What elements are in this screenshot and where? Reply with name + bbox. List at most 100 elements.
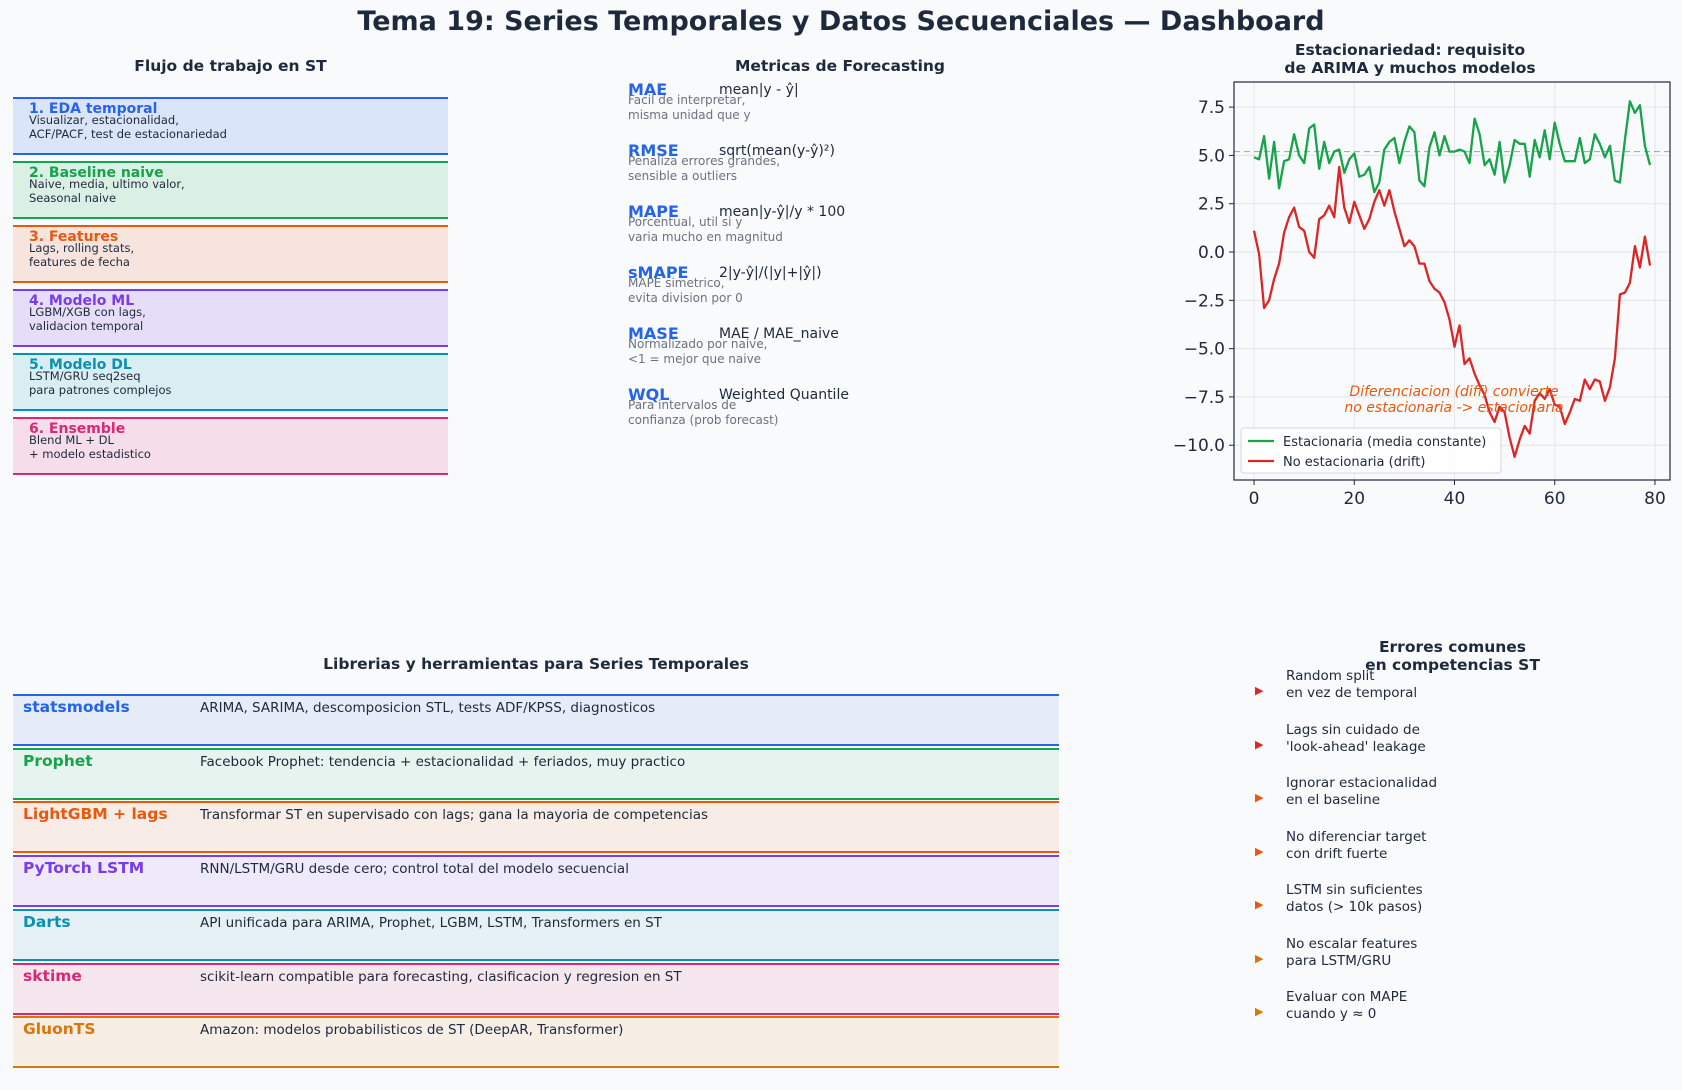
library-name: statsmodels: [23, 698, 130, 716]
error-item: Evaluar con MAPE cuando y ≈ 0: [1286, 989, 1408, 1022]
workflow-step: 2. Baseline naive Naive, media, ultimo va…: [13, 161, 448, 219]
metric-name: MAPE: [628, 202, 679, 221]
library-desc: API unificada para ARIMA, Prophet, LGBM,…: [200, 914, 662, 931]
workflow-step-desc: Naive, media, ultimo valor, Seasonal nai…: [29, 177, 185, 205]
metric-desc: MAPE simetrico, evita division por 0: [628, 276, 743, 305]
metric-desc: Facil de interpretar, misma unidad que y: [628, 93, 751, 122]
library-desc: scikit-learn compatible para forecasting…: [200, 968, 682, 985]
metric-desc: Normalizado por naive, <1 = mejor que na…: [628, 337, 768, 366]
library-row: sktime scikit-learn compatible para forec…: [13, 962, 1059, 1015]
workflow-step: 1. EDA temporal Visualizar, estacionalida…: [13, 97, 448, 155]
plot-area: [1234, 82, 1670, 480]
error-bullet-icon: ▶: [1255, 844, 1264, 858]
workflow-step-desc: Lags, rolling stats, features de fecha: [29, 241, 135, 269]
errors-title: Errores comunes en competencias ST: [1365, 638, 1540, 674]
library-name: LightGBM + lags: [23, 805, 168, 824]
workflow-step: 5. Modelo DL LSTM/GRU seq2seq para patron…: [13, 353, 448, 411]
metric-desc: Penaliza errores grandes, sensible a out…: [628, 154, 781, 183]
workflow-step-title: 4. Modelo ML: [29, 293, 135, 309]
error-item: No diferenciar target con drift fuerte: [1286, 828, 1427, 862]
metric-desc: Para intervalos de confianza (prob forec…: [628, 398, 779, 427]
y-tick-label: 5.0: [1198, 146, 1225, 166]
library-row: LightGBM + lags Transformar ST en supervi…: [13, 801, 1059, 854]
workflow-step-title: 1. EDA temporal: [29, 101, 158, 117]
error-bullet-icon: ▶: [1255, 684, 1264, 697]
x-tick-label: 20: [1343, 489, 1365, 509]
library-desc: RNN/LSTM/GRU desde cero; control total d…: [200, 861, 629, 878]
error-bullet-icon: ▶: [1255, 898, 1264, 911]
library-name: sktime: [23, 966, 82, 985]
error-item: No escalar features para LSTM/GRU: [1286, 935, 1418, 969]
library-row: Prophet Facebook Prophet: tendencia + est…: [13, 747, 1059, 800]
metric-name: MASE: [628, 324, 679, 343]
workflow-step-desc: Blend ML + DL + modelo estadistico: [29, 433, 151, 461]
workflow-step-title: 2. Baseline naive: [29, 165, 164, 181]
library-name: PyTorch LSTM: [23, 859, 145, 878]
y-tick-label: −5.0: [1184, 340, 1225, 360]
metric-name: WQL: [628, 385, 670, 404]
series-line-drift: [1252, 165, 1652, 458]
library-name: Darts: [23, 912, 71, 931]
chart-title: Estacionariedad: requisito de ARIMA y mu…: [1284, 41, 1536, 77]
chart-annotation: no estacionaria -> estacionaria: [1344, 400, 1563, 416]
metric-desc: Porcentual, util si y varia mucho en mag…: [628, 215, 783, 244]
library-name: GluonTS: [23, 1020, 96, 1039]
metric-formula: MAE / MAE_naive: [719, 326, 839, 342]
y-tick-label: 7.5: [1198, 98, 1225, 118]
workflow-step-desc: Visualizar, estacionalidad, ACF/PACF, te…: [29, 113, 227, 141]
metric-formula: Weighted Quantile: [719, 387, 849, 403]
x-tick-label: 80: [1644, 489, 1666, 509]
library-desc: ARIMA, SARIMA, descomposicion STL, tests…: [200, 700, 656, 716]
workflow-step-title: 5. Modelo DL: [29, 357, 132, 373]
library-desc: Facebook Prophet: tendencia + estacional…: [200, 753, 686, 770]
metric-formula: mean|y - ŷ|: [719, 82, 799, 98]
workflow-title: Flujo de trabajo en ST: [134, 57, 327, 75]
legend-label: No estacionaria (drift): [1283, 455, 1425, 470]
chart-annotation: Diferenciacion (diff) convierte: [1349, 384, 1558, 400]
metrics-title: Metricas de Forecasting: [734, 57, 946, 75]
metric-name: sMAPE: [628, 263, 689, 282]
error-item: Ignorar estacionalidad en el baseline: [1286, 775, 1438, 808]
plot-frame: [1233, 81, 1671, 481]
x-tick-label: 60: [1544, 489, 1566, 509]
y-tick-label: −2.5: [1184, 291, 1225, 311]
chart-legend: [1240, 427, 1502, 474]
workflow-step-title: 3. Features: [29, 229, 119, 245]
workflow-step: 3. Features Lags, rolling stats, features…: [13, 225, 448, 283]
metric-name: MAE: [628, 80, 668, 99]
error-bullet-icon: ▶: [1255, 737, 1264, 751]
library-row: Darts API unificada para ARIMA, Prophet, …: [13, 908, 1059, 961]
metric-name: RMSE: [628, 141, 679, 160]
workflow-step: 4. Modelo ML LGBM/XGB con lags, validacio…: [13, 289, 448, 347]
metric-formula: mean|y-ŷ|/y * 100: [719, 204, 846, 220]
x-tick-label: 40: [1444, 489, 1466, 509]
library-desc: Transformar ST en supervisado con lags; …: [200, 807, 709, 824]
workflow-step: 6. Ensemble Blend ML + DL + modelo estadi…: [13, 417, 448, 475]
stationarity-chart: 0 20 40 60 80 7.5 5.0 2.5 0.0 −2.5 −5.0 −7.5 −10.0 Di…: [1173, 81, 1671, 509]
y-tick-label: −10.0: [1173, 436, 1225, 456]
workflow-step-desc: LGBM/XGB con lags, validacion temporal: [29, 305, 146, 333]
series-line-stationary: [1253, 100, 1652, 194]
error-item: Lags sin cuidado de 'look-ahead' leakage: [1286, 721, 1426, 755]
workflow-step-title: 6. Ensemble: [29, 421, 126, 437]
x-tick-label: 0: [1249, 489, 1260, 509]
metric-formula: 2|y-ŷ|/(|y|+|ŷ|): [719, 265, 822, 281]
error-item: LSTM sin suficientes datos (> 10k pasos): [1286, 882, 1423, 915]
error-item: Random split en vez de temporal: [1286, 668, 1418, 701]
library-row: PyTorch LSTM RNN/LSTM/GRU desde cero; con…: [13, 855, 1059, 908]
library-name: Prophet: [23, 751, 93, 770]
y-tick-label: 2.5: [1198, 195, 1225, 215]
error-bullet-icon: ▶: [1255, 951, 1264, 965]
workflow-step-desc: LSTM/GRU seq2seq para patrones complejos: [29, 369, 172, 397]
dashboard-title: Tema 19: Series Temporales y Datos Secue…: [357, 6, 1325, 37]
legend-label: Estacionaria (media constante): [1283, 435, 1486, 450]
libraries-title: Librerias y herramientas para Series Tem…: [323, 655, 749, 673]
y-tick-label: −7.5: [1184, 388, 1225, 408]
error-bullet-icon: ▶: [1255, 1005, 1264, 1018]
library-row: GluonTS Amazon: modelos probabilisticos d…: [13, 1016, 1059, 1069]
y-tick-label: 0.0: [1198, 243, 1225, 263]
error-bullet-icon: ▶: [1255, 791, 1264, 804]
library-row: statsmodels ARIMA, SARIMA, descomposicion…: [13, 694, 1059, 746]
metric-formula: sqrt(mean(y-ŷ)²): [719, 143, 835, 159]
library-desc: Amazon: modelos probabilisticos de ST (D…: [200, 1022, 624, 1039]
